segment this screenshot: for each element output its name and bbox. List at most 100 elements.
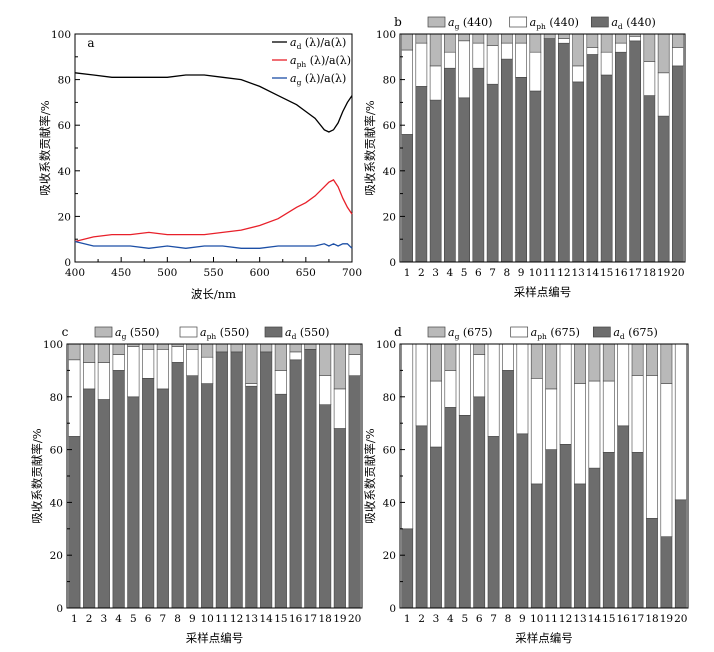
panel-d-xtick-label: 10 <box>530 613 543 625</box>
bar-ph-4 <box>112 354 125 371</box>
panel-c-xtick-label: 13 <box>245 613 258 625</box>
bar-ph-8 <box>502 343 514 371</box>
panel-d-ytick-label: 60 <box>383 445 396 457</box>
bar-ph-20 <box>348 354 361 377</box>
bar-d-15 <box>274 393 287 609</box>
legend-entry-ph: aph (λ)/a(λ) <box>290 54 351 69</box>
bar-d-11 <box>215 351 228 609</box>
panel-c-ytick-label: 0 <box>56 603 63 615</box>
panel-c-xtick-label: 9 <box>189 613 196 625</box>
bar-ph-4 <box>443 51 456 69</box>
panel-a-xtick-label: 450 <box>111 267 131 279</box>
bar-g-6 <box>473 343 486 355</box>
panel-d-xtick-label: 20 <box>674 613 687 625</box>
legend-entry-d: ad (550) <box>285 326 329 341</box>
series-line-d <box>74 72 353 133</box>
bar-d-3 <box>429 99 442 263</box>
bar-g-4 <box>444 343 457 371</box>
bar-g-13 <box>574 343 586 384</box>
bar-g-2 <box>83 343 96 363</box>
bar-ph-8 <box>500 42 513 60</box>
legend-swatch-ph <box>510 326 529 338</box>
bar-d-20 <box>348 375 361 609</box>
panel-a-xtick-label: 600 <box>250 267 270 279</box>
bar-d-7 <box>487 436 500 609</box>
panel-b-ytick-label: 60 <box>383 120 396 132</box>
panel-d-xtick-label: 14 <box>588 613 602 625</box>
bar-g-18 <box>319 343 332 377</box>
panel-d-xtick-label: 2 <box>418 613 425 625</box>
panel-d-xtick-label: 15 <box>602 613 615 625</box>
panel-d-xtick-label: 18 <box>645 613 658 625</box>
bar-ph-2 <box>415 42 428 87</box>
bar-ph-6 <box>473 354 486 398</box>
bar-d-19 <box>333 428 346 609</box>
bar-ph-18 <box>643 61 656 96</box>
panel-c-ytick-label: 60 <box>50 445 63 457</box>
bar-g-7 <box>156 343 169 350</box>
legend-swatch-ph <box>179 326 198 338</box>
bar-g-1 <box>401 33 414 51</box>
bar-ph-16 <box>289 351 302 361</box>
bar-g-15 <box>600 33 613 53</box>
bar-g-13 <box>245 343 258 384</box>
legend-entry-ph: aph (550) <box>200 326 249 341</box>
bar-d-13 <box>574 483 586 609</box>
bar-d-10 <box>530 483 543 609</box>
bar-g-10 <box>530 343 543 379</box>
bar-g-19 <box>657 33 670 74</box>
bar-ph-12 <box>559 343 572 445</box>
panel-d-xtick-label: 16 <box>617 613 631 625</box>
bar-g-5 <box>458 33 471 42</box>
panel-c-xtick-label: 8 <box>174 613 181 625</box>
bar-g-16 <box>289 343 302 353</box>
panel-b-xtick-label: 3 <box>432 267 439 279</box>
panel-b-xtick-label: 12 <box>557 267 570 279</box>
panel-c-xtick-label: 12 <box>230 613 243 625</box>
legend-swatch-g <box>427 326 446 338</box>
legend-entry-g: ag (675) <box>448 326 492 341</box>
bar-ph-19 <box>333 388 346 429</box>
bar-g-12 <box>557 33 570 39</box>
panel-c-xtick-label: 19 <box>333 613 346 625</box>
legend-swatch-g <box>427 16 446 28</box>
bar-ph-20 <box>671 47 684 67</box>
bar-ph-19 <box>657 72 670 117</box>
panel-d-xlabel: 采样点编号 <box>515 631 573 645</box>
legend-swatch-d <box>264 326 283 338</box>
panel-b-xtick-label: 6 <box>475 267 482 279</box>
panel-b-ytick-label: 40 <box>383 166 396 178</box>
legend-entry-ph: aph (675) <box>531 326 580 341</box>
bar-g-14 <box>260 343 273 353</box>
panel-b-xtick-label: 16 <box>614 267 628 279</box>
bar-ph-15 <box>602 380 615 453</box>
bar-d-17 <box>629 40 641 263</box>
bar-d-5 <box>458 97 471 263</box>
bar-ph-14 <box>586 47 599 55</box>
bar-ph-11 <box>545 388 558 450</box>
panel-d: 1 2 3 4 5 6 7 8 9 10 11 12 13 14 15 16 17 18 19 20020406080… <box>363 325 689 645</box>
bar-d-13 <box>572 81 584 263</box>
panel-c-xtick-label: 14 <box>259 613 273 625</box>
bar-ph-7 <box>487 343 500 437</box>
panel-c-xtick-label: 10 <box>200 613 213 625</box>
bar-ph-13 <box>572 65 584 83</box>
panel-d-xtick-label: 8 <box>505 613 512 625</box>
bar-d-8 <box>171 362 184 609</box>
bar-ph-18 <box>646 375 658 519</box>
panel-c-xtick-label: 5 <box>130 613 137 625</box>
panel-c: 1 2 3 4 5 6 7 8 9 10 11 12 13 14 15 16 17 18 19 20020406080… <box>30 325 363 645</box>
panel-d-xtick-label: 11 <box>545 613 558 625</box>
panel-a-ytick-label: 40 <box>58 166 71 178</box>
legend-entry-d: ad (440) <box>611 16 655 31</box>
bar-g-6 <box>472 33 485 44</box>
panel-d-xtick-label: 9 <box>519 613 526 625</box>
panel-c-xtick-label: 1 <box>71 613 78 625</box>
bar-g-7 <box>486 33 499 46</box>
bar-ph-3 <box>97 362 110 400</box>
panel-b-xtick-label: 2 <box>418 267 425 279</box>
bar-d-1 <box>68 436 81 609</box>
panel-b-ytick-label: 0 <box>389 257 396 269</box>
bar-d-16 <box>289 359 302 609</box>
